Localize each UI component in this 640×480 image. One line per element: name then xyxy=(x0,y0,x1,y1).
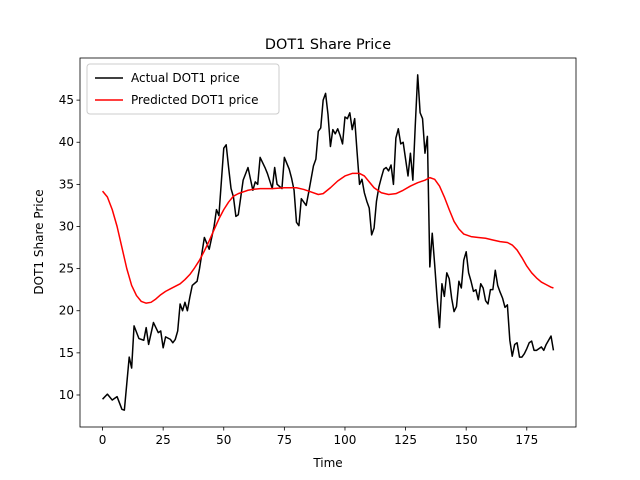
legend-box xyxy=(86,63,280,115)
data-line xyxy=(101,172,554,304)
y-axis-label: DOT1 Share Price xyxy=(32,189,46,294)
y-tick-label: 30 xyxy=(59,219,74,233)
y-tick-label: 35 xyxy=(59,177,74,191)
y-tick-label: 15 xyxy=(59,346,74,360)
y-tick-label: 25 xyxy=(59,262,74,276)
y-tick-label: 40 xyxy=(59,135,74,149)
x-tick-label: 75 xyxy=(277,433,292,447)
chart-title: DOT1 Share Price xyxy=(265,37,391,53)
x-tick-label: 150 xyxy=(455,433,478,447)
legend: Actual DOT1 price Predicted DOT1 price xyxy=(86,63,280,115)
x-axis-label: Time xyxy=(312,456,342,470)
y-tick-label: 45 xyxy=(59,93,74,107)
y-tick-label: 10 xyxy=(59,388,74,402)
legend-label: Actual DOT1 price xyxy=(131,71,240,85)
x-tick-label: 175 xyxy=(515,433,538,447)
data-line xyxy=(102,74,555,411)
x-tick-label: 50 xyxy=(216,433,231,447)
legend-label: Predicted DOT1 price xyxy=(131,93,258,107)
plot-frame xyxy=(79,57,577,428)
x-tick-label: 0 xyxy=(99,433,107,447)
x-tick-label: 25 xyxy=(156,433,171,447)
x-tick-label: 100 xyxy=(334,433,357,447)
x-tick-label: 125 xyxy=(394,433,417,447)
y-tick-label: 20 xyxy=(59,304,74,318)
